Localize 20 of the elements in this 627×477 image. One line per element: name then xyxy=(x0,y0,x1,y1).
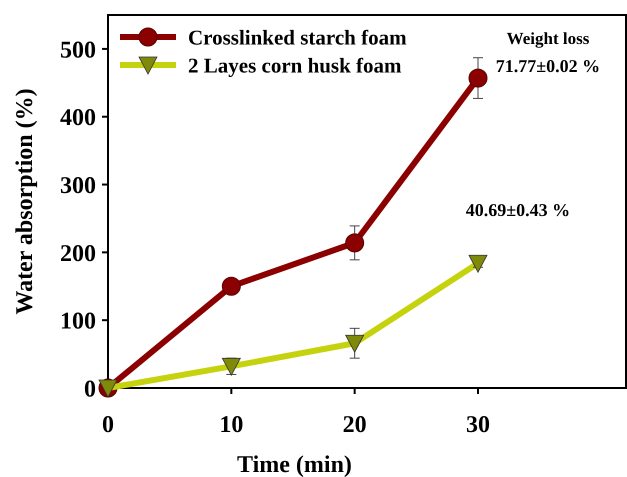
annotation: Weight loss xyxy=(506,29,590,48)
y-tick-label: 200 xyxy=(60,240,96,267)
x-tick-label: 20 xyxy=(342,412,367,438)
annotation: 71.77±0.02 % xyxy=(496,56,600,76)
point xyxy=(345,233,364,252)
legend-label: 2 Layes corn husk foam xyxy=(188,53,402,78)
x-tick-label: 30 xyxy=(466,412,490,438)
annotation: 40.69±0.43 % xyxy=(466,200,570,220)
y-tick-label: 0 xyxy=(84,376,96,402)
y-tick-label: 100 xyxy=(60,308,96,335)
x-tick-label: 10 xyxy=(219,412,244,438)
y-axis-title: Water absorption (%) xyxy=(12,88,38,315)
x-tick-label: 0 xyxy=(102,412,114,438)
y-tick-label: 500 xyxy=(60,37,96,64)
x-axis-title: Time (min) xyxy=(237,452,352,477)
y-tick-label: 300 xyxy=(60,172,96,199)
y-tick-label: 400 xyxy=(60,105,96,132)
point xyxy=(222,276,241,296)
point xyxy=(468,68,488,88)
legend-label: Crosslinked starch foam xyxy=(188,25,408,50)
